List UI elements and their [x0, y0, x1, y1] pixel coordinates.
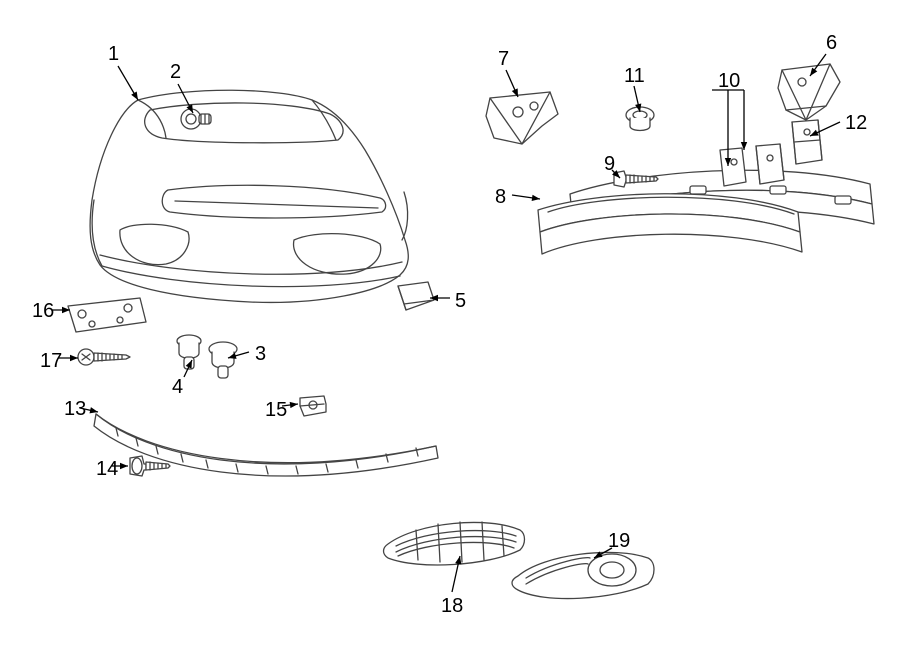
part-bolt — [610, 168, 660, 190]
callout-13: 13 — [64, 398, 86, 421]
part-upper-bracket — [478, 86, 564, 152]
part-u-nut — [296, 392, 330, 420]
callout-7: 7 — [498, 48, 509, 71]
callout-6: 6 — [826, 32, 837, 55]
callout-4: 4 — [172, 376, 183, 399]
part-side-bracket-lh — [786, 116, 826, 168]
part-push-retainer-3 — [206, 340, 240, 380]
part-screw-17 — [76, 346, 132, 368]
part-push-retainer-4 — [174, 333, 204, 371]
callout-1: 1 — [108, 43, 119, 66]
callout-19: 19 — [608, 530, 630, 553]
part-screw-14 — [126, 452, 172, 480]
callout-11: 11 — [624, 65, 645, 88]
callout-14: 14 — [96, 458, 118, 481]
part-bumper-cover — [80, 80, 410, 310]
part-fog-lamp-cover — [378, 510, 528, 572]
part-energy-absorber — [528, 182, 808, 268]
callout-2: 2 — [170, 61, 181, 84]
callout-16: 16 — [32, 300, 54, 323]
callout-10: 10 — [718, 70, 740, 93]
part-license-bracket — [62, 294, 148, 336]
part-tow-eye-cover — [392, 278, 436, 316]
callout-3: 3 — [255, 343, 266, 366]
callout-12: 12 — [845, 112, 867, 135]
diagram-stage: 12345678910111213141516171819 — [0, 0, 900, 661]
part-fog-lamp — [508, 540, 658, 606]
callout-9: 9 — [604, 153, 615, 176]
part-clip-nut — [622, 104, 658, 136]
callout-17: 17 — [40, 350, 62, 373]
callout-8: 8 — [495, 186, 506, 209]
callout-18: 18 — [441, 595, 463, 618]
callout-5: 5 — [455, 290, 466, 313]
callout-15: 15 — [265, 399, 287, 422]
part-bulb-socket — [178, 104, 214, 134]
